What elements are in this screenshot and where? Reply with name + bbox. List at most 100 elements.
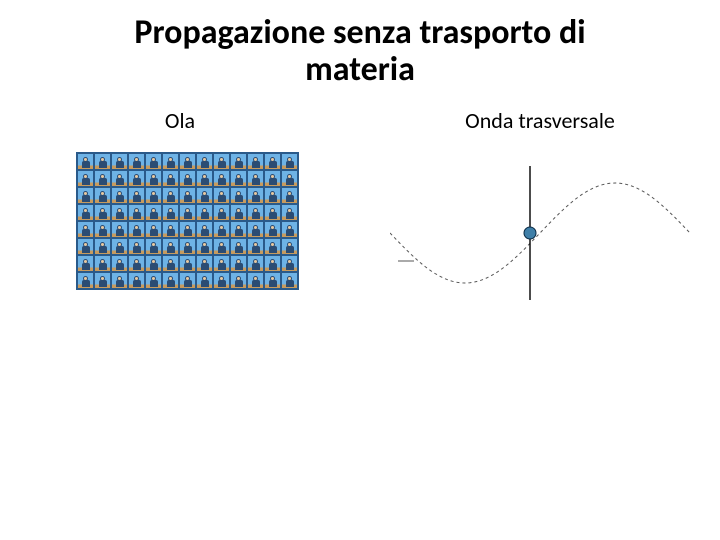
crowd-cell [128,238,145,255]
page-title: Propagazione senza trasporto di materia [0,0,720,89]
crowd-cell [162,255,179,272]
crowd-cell [128,204,145,221]
crowd-cell [145,221,162,238]
crowd-cell [94,170,111,187]
crowd-cell [111,170,128,187]
crowd-cell [77,153,94,170]
crowd-cell [94,153,111,170]
crowd-cell [281,255,298,272]
crowd-cell [196,255,213,272]
crowd-cell [94,187,111,204]
crowd-cell [179,187,196,204]
ola-grid-container [0,152,360,290]
crowd-cell [179,221,196,238]
right-subtitle: Onda trasversale [360,107,720,134]
crowd-cell [179,170,196,187]
crowd-cell [145,238,162,255]
crowd-cell [281,272,298,289]
crowd-cell [77,255,94,272]
crowd-cell [128,272,145,289]
content-row: Ola Onda trasversale [0,107,720,308]
crowd-cell [162,221,179,238]
crowd-cell [264,221,281,238]
crowd-cell [196,272,213,289]
crowd-cell [77,187,94,204]
crowd-cell [213,272,230,289]
crowd-cell [111,221,128,238]
crowd-cell [128,170,145,187]
crowd-cell [94,272,111,289]
ola-grid [76,152,299,290]
crowd-cell [145,153,162,170]
crowd-cell [111,187,128,204]
crowd-cell [196,221,213,238]
right-column: Onda trasversale [360,107,720,308]
crowd-cell [196,153,213,170]
crowd-cell [213,204,230,221]
crowd-cell [247,170,264,187]
crowd-cell [247,221,264,238]
crowd-cell [94,204,111,221]
crowd-cell [213,170,230,187]
crowd-cell [213,238,230,255]
crowd-cell [264,272,281,289]
crowd-cell [145,170,162,187]
crowd-cell [264,170,281,187]
crowd-cell [162,204,179,221]
crowd-cell [179,272,196,289]
crowd-cell [128,187,145,204]
crowd-cell [128,255,145,272]
crowd-cell [264,187,281,204]
crowd-cell [94,221,111,238]
crowd-cell [196,238,213,255]
crowd-cell [264,153,281,170]
crowd-cell [264,238,281,255]
crowd-cell [247,238,264,255]
crowd-cell [162,170,179,187]
crowd-cell [213,187,230,204]
crowd-cell [179,238,196,255]
crowd-cell [264,204,281,221]
left-subtitle: Ola [0,107,360,134]
crowd-cell [213,153,230,170]
crowd-cell [145,204,162,221]
left-column: Ola [0,107,360,308]
crowd-cell [162,187,179,204]
crowd-cell [281,204,298,221]
crowd-cell [196,187,213,204]
crowd-cell [281,221,298,238]
crowd-cell [77,170,94,187]
crowd-cell [162,238,179,255]
crowd-cell [247,255,264,272]
crowd-cell [77,204,94,221]
wave-container [360,152,720,308]
crowd-cell [213,221,230,238]
crowd-cell [281,187,298,204]
crowd-cell [179,255,196,272]
crowd-cell [111,255,128,272]
crowd-cell [247,272,264,289]
crowd-cell [264,255,281,272]
crowd-cell [281,238,298,255]
crowd-cell [94,255,111,272]
crowd-cell [230,255,247,272]
crowd-cell [162,153,179,170]
crowd-cell [230,238,247,255]
crowd-cell [145,255,162,272]
crowd-cell [77,238,94,255]
crowd-cell [247,153,264,170]
crowd-cell [128,221,145,238]
crowd-cell [162,272,179,289]
crowd-cell [179,204,196,221]
crowd-cell [196,170,213,187]
title-line-2: materia [305,49,415,90]
crowd-cell [230,187,247,204]
crowd-cell [111,272,128,289]
crowd-cell [145,272,162,289]
crowd-cell [281,170,298,187]
crowd-cell [230,153,247,170]
crowd-cell [230,204,247,221]
crowd-cell [281,153,298,170]
transverse-wave-diagram [390,158,690,308]
crowd-cell [111,153,128,170]
